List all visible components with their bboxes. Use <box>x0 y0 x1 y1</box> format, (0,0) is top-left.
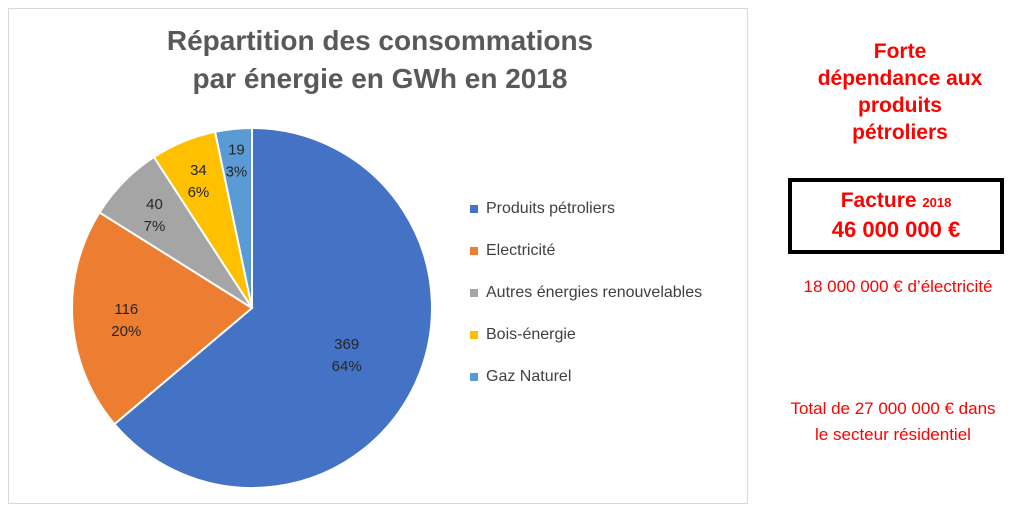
slice-percent-label: 64% <box>332 358 362 375</box>
residential-note-line-1: Total de 27 000 000 € dans <box>790 399 996 418</box>
legend-item-produits-petroliers: Produits pétroliers <box>470 188 702 230</box>
headline-line-1: Forte <box>873 40 927 63</box>
bill-label: Facture <box>840 189 917 212</box>
legend-item-gaz-naturel: Gaz Naturel <box>470 356 702 398</box>
pie-slice-produits-petroliers <box>113 126 433 489</box>
pie-chart: 369 64% 116 20% 40 7% 34 6% 19 3% <box>71 126 433 489</box>
slice-value-label: 40 <box>146 196 163 213</box>
legend-label: Autres énergies renouvelables <box>486 284 703 301</box>
slice-percent-label: 6% <box>188 184 210 201</box>
legend-item-bois-energie: Bois-énergie <box>470 314 702 356</box>
residential-note-line-2: le secteur résidentiel <box>815 425 971 444</box>
bill-box: Facture 2018 46 000 000 € <box>788 178 1004 254</box>
residential-cost-note: Total de 27 000 000 € dans le secteur ré… <box>768 396 1018 448</box>
pie-slice-labels: 369 64% 116 20% 40 7% 34 6% 19 3% <box>111 142 361 375</box>
legend-item-autres-energies: Autres énergies renouvelables <box>470 272 702 314</box>
legend-item-electricite: Electricité <box>470 230 702 272</box>
pie-slice-electricite <box>71 211 254 426</box>
bill-amount: 46 000 000 € <box>831 217 961 242</box>
pie-slice-gaz-naturel <box>213 126 253 309</box>
slice-value-label: 116 <box>114 301 138 318</box>
legend-label: Produits pétroliers <box>486 200 615 217</box>
slice-value-label: 19 <box>228 142 245 159</box>
slice-percent-label: 7% <box>144 218 166 235</box>
chart-title-line-1: Répartition des consommations <box>166 25 594 56</box>
bill-year: 2018 <box>922 195 952 210</box>
slice-value-label: 369 <box>334 336 359 353</box>
headline-line-2: dépendance aux <box>817 67 983 90</box>
chart-legend: Produits pétroliers Electricité Autres é… <box>470 188 702 398</box>
pie-slices <box>71 126 433 489</box>
electricity-cost-note: 18 000 000 € d’électricité <box>803 277 993 296</box>
headline-line-4: pétroliers <box>852 121 948 144</box>
legend-label: Electricité <box>486 242 556 259</box>
slice-percent-label: 3% <box>226 164 248 181</box>
headline-dependance: Forte dépendance aux produits pétroliers <box>800 38 1000 146</box>
legend-swatch <box>470 247 478 255</box>
headline-line-3: produits <box>858 94 942 117</box>
chart-title-line-2: par énergie en GWh en 2018 <box>192 63 568 94</box>
chart-title: Répartition des consommations par énergi… <box>0 22 760 98</box>
legend-swatch <box>470 373 478 381</box>
legend-label: Bois-énergie <box>486 326 576 343</box>
slice-percent-label: 20% <box>111 323 141 340</box>
legend-swatch <box>470 205 478 213</box>
legend-swatch <box>470 289 478 297</box>
legend-swatch <box>470 331 478 339</box>
legend-label: Gaz Naturel <box>486 368 572 385</box>
slice-value-label: 34 <box>190 162 207 179</box>
bill-label-line: Facture 2018 <box>792 188 1000 216</box>
